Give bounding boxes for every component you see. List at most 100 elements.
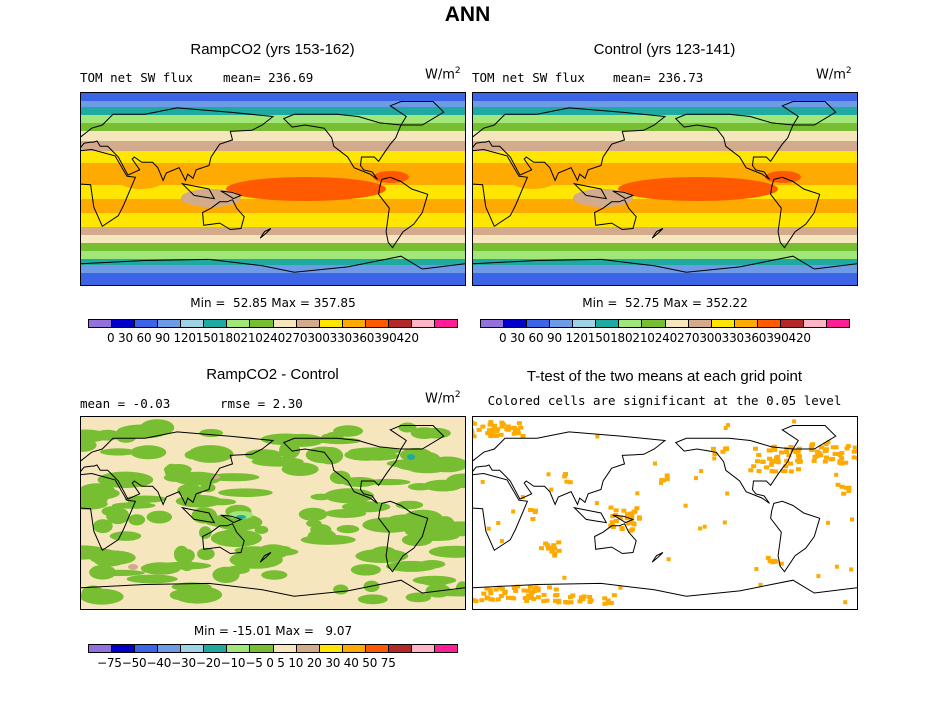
diff-region [234,546,274,555]
significant-cell [535,595,541,600]
significant-cell [809,447,815,452]
panel-title-control: Control (yrs 123-141) [593,41,736,58]
significant-cell [833,445,839,450]
significant-cell [702,524,707,529]
colorbar-swatch [504,320,528,327]
diff-region [350,564,381,576]
significant-cell [619,527,625,531]
significant-cell [844,446,850,451]
flux-region [119,173,163,189]
significant-cell [553,587,559,592]
diff-region [191,507,217,524]
significant-cell [754,567,759,571]
panel3-minmax: Min = -15.01 Max = 9.07 [193,624,353,638]
significant-cell [839,456,845,461]
panel4-subtitle: Colored cells are significant at the 0.0… [487,393,842,408]
significant-cell [819,445,824,450]
significant-cell [608,505,614,510]
colorbar-swatch [227,320,251,327]
diff-region [407,454,415,460]
significant-cell [836,452,841,457]
significant-cell [567,480,573,485]
significant-cell [552,551,558,556]
panel-title-difference: RampCO2 - Control [206,366,339,383]
significant-cell [828,457,834,462]
flux-region [511,173,555,189]
colorbar-absolute-2-ticks: 0 30 60 90 12015018021024027030033036039… [499,331,811,345]
significant-cell [553,593,558,598]
significant-cell [588,598,594,603]
colorbar-swatch [181,320,205,327]
significant-cell [788,469,794,474]
flux-max-region [618,177,778,201]
significant-cell [535,586,541,591]
significant-cell [756,453,762,457]
significant-cell [513,588,519,593]
significant-cell [851,449,857,454]
significant-cell [473,421,477,426]
significant-cell [769,458,775,463]
significant-cell [755,459,760,464]
significant-cell [711,446,716,451]
colorbar-swatch [112,645,136,652]
significant-cell [724,447,730,452]
significant-cell [564,479,570,484]
significant-cell [515,431,521,436]
significant-cell [485,431,491,436]
diff-region [109,531,142,541]
significant-cell [531,596,537,601]
significant-cell [541,599,547,604]
colorbar-swatch [365,320,389,327]
significant-cell [823,442,829,447]
coastline [389,101,445,126]
significant-cell [814,449,820,454]
significant-cell [818,453,824,458]
diff-region [146,510,172,524]
coastline [473,255,857,273]
map-ttest-significance [472,416,858,610]
significant-cell [841,491,847,496]
significant-cell [784,450,790,455]
flux-region [765,171,801,183]
significant-cell [520,495,525,500]
significant-cell [725,491,730,496]
significant-cell [524,598,530,603]
significant-cell [782,469,788,474]
flux-band [81,227,465,235]
flux-band [473,235,857,243]
significant-cell [849,567,854,572]
flux-band [473,115,857,123]
flux-max-region [226,177,386,201]
significant-cell [551,543,557,548]
significant-cell [797,455,802,459]
flux-band [473,107,857,115]
significant-cell [698,526,703,531]
colorbar-swatch [89,645,113,652]
colorbar-difference-ticks: −75−50−40−30−20−10−5 0 5 10 20 30 40 50 … [97,656,396,670]
significant-cell [608,523,614,528]
significant-cell [826,520,830,525]
flux-band [473,265,857,273]
significant-cell [765,555,771,560]
significant-cell [824,455,829,460]
diff-region [362,517,416,533]
significant-cell [784,458,790,463]
colorbar-swatch [434,645,457,652]
significant-cell [769,469,775,474]
significant-cell [515,427,521,432]
coastline [473,579,857,597]
coastline [612,514,635,524]
significant-cell [552,553,558,558]
diff-region [106,507,130,525]
diff-region [171,582,212,592]
diff-region [94,429,121,441]
significant-cell [661,478,667,483]
significant-cell [843,460,849,465]
coastline [572,182,608,200]
flux-band [473,227,857,235]
significant-cell [723,426,728,430]
diff-region [187,445,234,463]
diff-region [386,560,437,572]
significant-cell [839,484,845,489]
significant-cell [617,515,623,520]
